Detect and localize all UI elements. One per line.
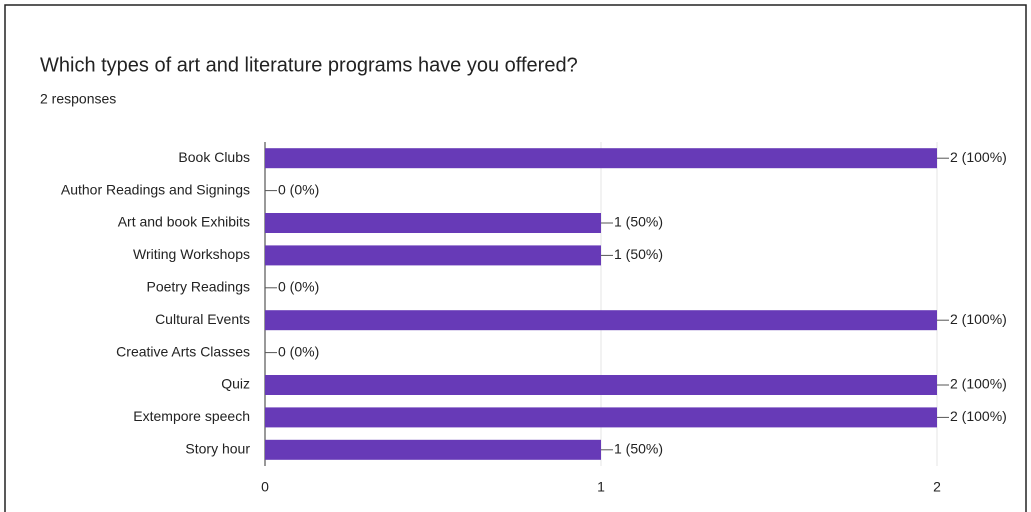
y-tick-label: Author Readings and Signings — [61, 181, 250, 197]
y-tick-label: Story hour — [185, 441, 250, 457]
y-tick-label: Quiz — [221, 376, 250, 392]
value-label: 1 (50%) — [614, 441, 663, 457]
value-label: 2 (100%) — [950, 408, 1007, 424]
y-tick-label: Creative Arts Classes — [116, 343, 250, 359]
chart-title: Which types of art and literature progra… — [40, 54, 578, 76]
value-label: 2 (100%) — [950, 149, 1007, 165]
x-tick-label: 1 — [597, 479, 605, 495]
x-tick-label: 0 — [261, 479, 269, 495]
y-tick-label: Cultural Events — [155, 311, 250, 327]
x-tick-label: 2 — [933, 479, 941, 495]
value-label: 0 (0%) — [278, 181, 319, 197]
value-label: 1 (50%) — [614, 246, 663, 262]
y-tick-label: Art and book Exhibits — [118, 214, 250, 230]
chart-subtitle: 2 responses — [40, 91, 116, 107]
y-tick-label: Book Clubs — [178, 149, 250, 165]
bar — [265, 310, 937, 331]
bar — [265, 148, 937, 169]
value-label: 2 (100%) — [950, 376, 1007, 392]
bar — [265, 245, 601, 266]
bar — [265, 407, 937, 428]
bar — [265, 375, 937, 395]
value-label: 1 (50%) — [614, 214, 663, 230]
y-tick-label: Writing Workshops — [133, 246, 250, 262]
bar — [265, 213, 601, 233]
value-label: 0 (0%) — [278, 279, 319, 295]
value-label: 0 (0%) — [278, 343, 319, 359]
bar — [265, 439, 601, 460]
y-tick-label: Poetry Readings — [146, 279, 250, 295]
y-tick-label: Extempore speech — [133, 408, 250, 424]
value-label: 2 (100%) — [950, 311, 1007, 327]
